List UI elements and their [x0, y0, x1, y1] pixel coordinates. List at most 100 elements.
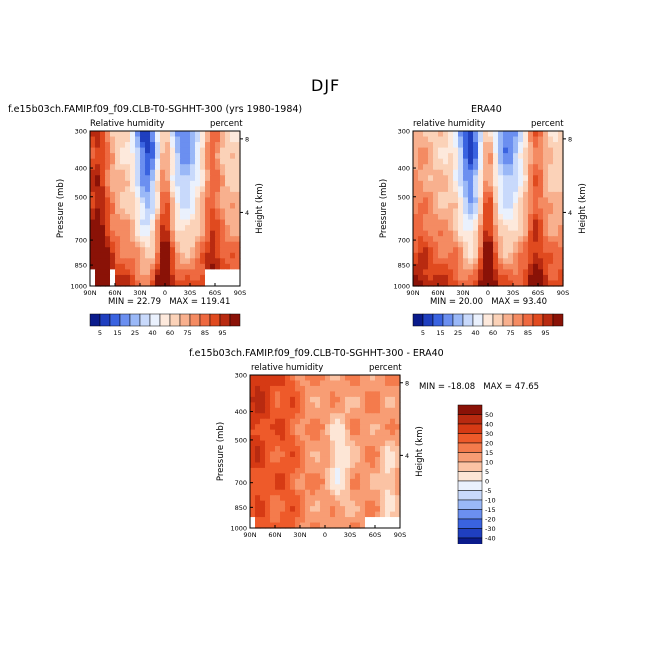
field-cell — [255, 396, 261, 403]
field-cell — [200, 258, 206, 265]
field-cell — [385, 522, 391, 529]
field-cell — [200, 131, 206, 138]
field-cell — [483, 197, 489, 204]
field-cell — [275, 407, 281, 414]
field-cell — [428, 153, 434, 160]
field-cell — [478, 219, 484, 226]
field-cell — [250, 396, 256, 403]
field-cell — [438, 136, 444, 143]
field-cell — [125, 280, 131, 287]
field-cell — [325, 489, 331, 496]
field-cell — [443, 153, 449, 160]
field-cell — [265, 446, 271, 453]
field-cell — [275, 380, 281, 387]
field-cell — [413, 164, 419, 171]
field-cell — [150, 175, 156, 182]
panel-3-max-label: MAX = — [483, 382, 515, 392]
field-cell — [443, 225, 449, 232]
field-cell — [135, 142, 141, 149]
field-cell — [140, 280, 146, 287]
panel-1-max-value: 119.41 — [200, 297, 231, 307]
field-cell — [543, 153, 549, 160]
field-cell — [105, 252, 111, 259]
field-cell — [215, 225, 221, 232]
field-cell — [105, 180, 111, 187]
field-cell — [488, 274, 494, 282]
field-cell — [275, 478, 281, 485]
field-cell — [458, 258, 464, 265]
panel-1-title: f.e15b03ch.FAMIP.f09_f09.CLB-T0-SGHHT-30… — [8, 104, 303, 115]
field-cell — [483, 153, 489, 160]
field-cell — [350, 511, 356, 518]
field-cell — [225, 191, 231, 199]
field-cell — [443, 136, 449, 143]
field-cell — [135, 280, 141, 287]
field-cell — [130, 280, 136, 287]
field-cell — [478, 131, 484, 138]
field-cell — [330, 517, 336, 524]
field-cell — [300, 462, 306, 469]
field-cell — [180, 153, 186, 160]
field-cell — [370, 500, 376, 507]
field-cell — [145, 247, 151, 254]
field-cell — [453, 269, 459, 276]
x-tick-label: 30S — [344, 531, 356, 539]
field-cell — [325, 380, 331, 387]
field-cell — [553, 241, 559, 248]
field-cell — [90, 263, 96, 270]
field-cell — [215, 142, 221, 149]
field-cell — [200, 136, 206, 143]
field-cell — [503, 153, 509, 160]
field-cell — [413, 202, 419, 210]
field-cell — [335, 500, 341, 507]
field-cell — [448, 180, 454, 187]
field-cell — [250, 451, 256, 458]
field-cell — [513, 136, 519, 143]
field-cell — [533, 191, 539, 199]
field-cell — [175, 158, 181, 165]
field-cell — [190, 147, 196, 154]
field-cell — [235, 274, 241, 282]
colorbar-swatch — [229, 313, 241, 327]
field-cell — [220, 280, 226, 287]
field-cell — [523, 236, 529, 243]
field-cell — [130, 236, 136, 243]
field-cell — [140, 158, 146, 165]
field-cell — [250, 424, 256, 431]
field-cell — [250, 446, 256, 453]
field-cell — [390, 489, 396, 496]
field-cell — [350, 440, 356, 447]
field-cell — [335, 402, 341, 409]
field-cell — [498, 142, 504, 149]
field-cell — [370, 456, 376, 464]
field-cell — [150, 202, 156, 210]
field-cell — [375, 440, 381, 447]
field-cell — [185, 241, 191, 248]
field-cell — [533, 225, 539, 232]
field-cell — [503, 147, 509, 154]
field-cell — [300, 402, 306, 409]
field-cell — [528, 142, 534, 149]
field-cell — [488, 164, 494, 171]
field-cell — [315, 418, 321, 425]
field-cell — [155, 263, 161, 270]
field-cell — [498, 258, 504, 265]
colorbar-swatch — [457, 471, 483, 482]
field-cell — [310, 473, 316, 480]
field-cell — [160, 142, 166, 149]
field-cell — [508, 214, 514, 221]
field-cell — [538, 202, 544, 210]
field-cell — [275, 391, 281, 398]
field-cell — [110, 180, 116, 187]
field-cell — [115, 136, 121, 143]
field-cell — [513, 269, 519, 276]
field-cell — [310, 451, 316, 458]
field-cell — [548, 191, 554, 199]
field-cell — [190, 230, 196, 237]
field-cell — [300, 451, 306, 458]
panel-2-min-max: MIN = 20.00 MAX = 93.40 — [430, 297, 547, 307]
field-cell — [160, 180, 166, 187]
field-cell — [413, 219, 419, 226]
field-cell — [125, 241, 131, 248]
field-cell — [290, 380, 296, 387]
